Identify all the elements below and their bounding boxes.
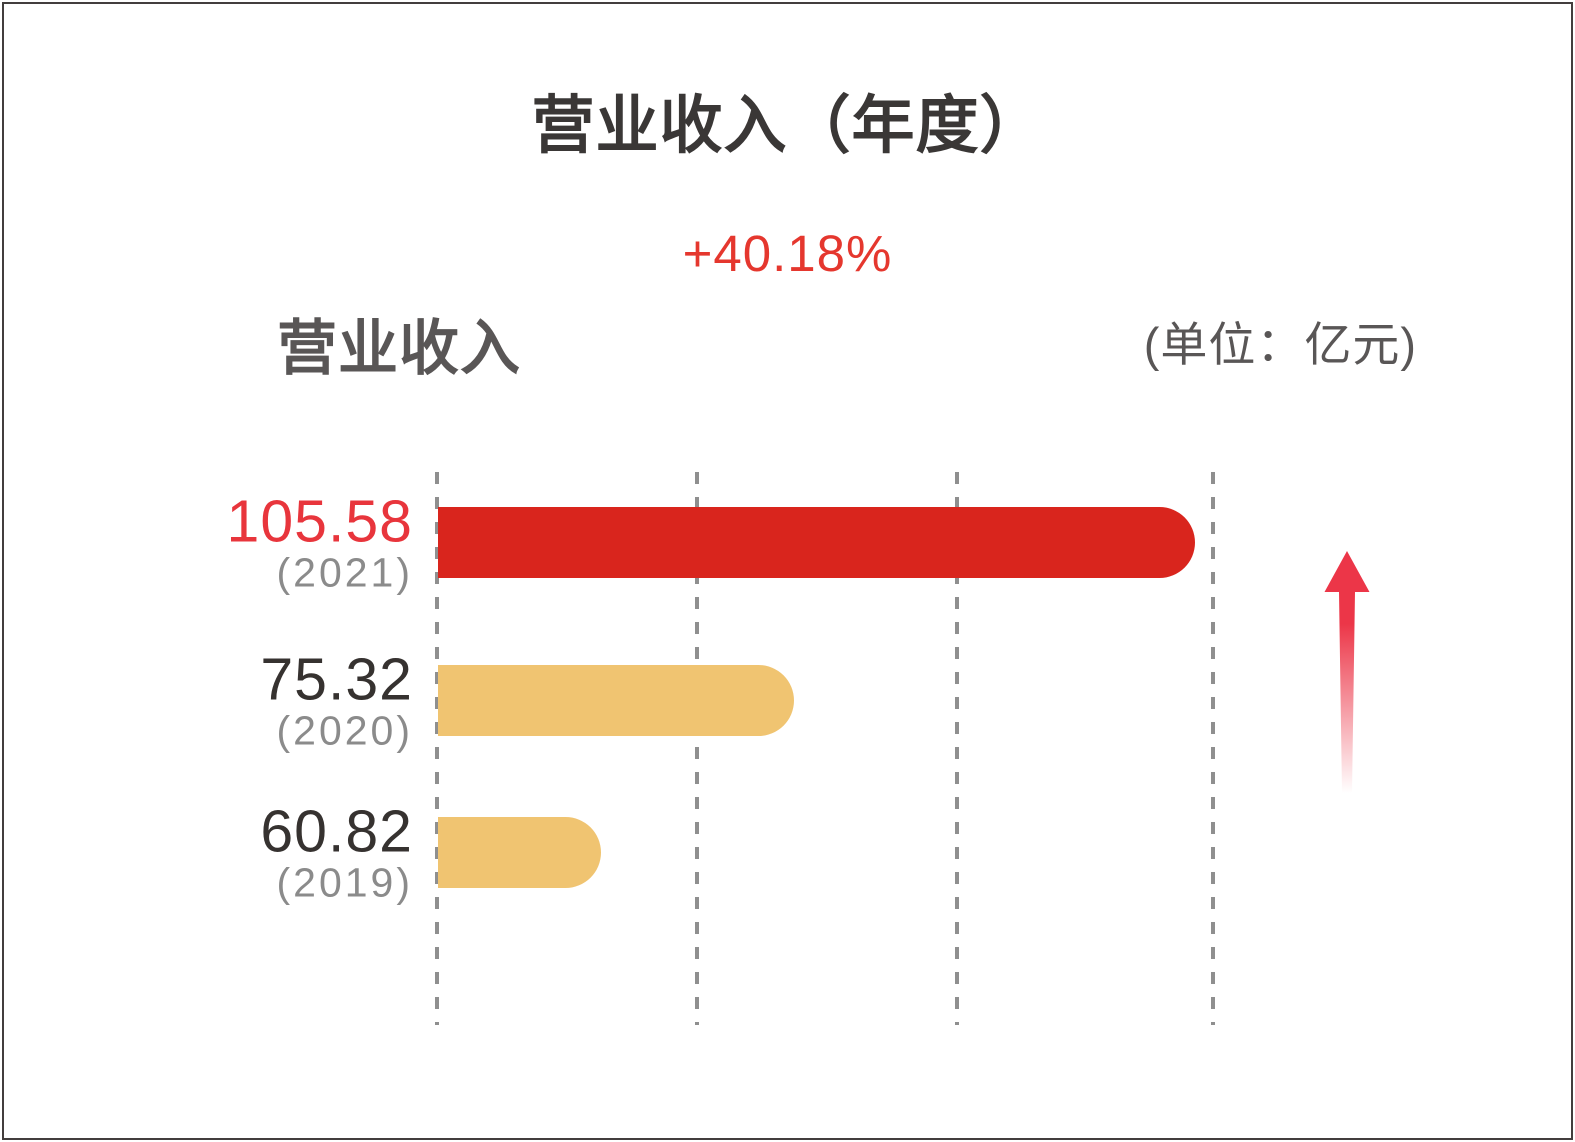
bar-row-2020: 75.32 (2020): [0, 649, 1575, 752]
bar-2021: [438, 507, 1195, 578]
bar-2020: [438, 665, 794, 736]
value-label: 60.82: [260, 797, 413, 864]
bar-label-2020: 75.32 (2020): [0, 649, 413, 752]
value-label: 75.32: [260, 645, 413, 712]
year-label: (2020): [276, 707, 413, 754]
bar-row-2021: 105.58 (2021): [0, 491, 1575, 594]
growth-up-arrow-icon: [1324, 551, 1370, 793]
gridline-4: [1211, 472, 1215, 1025]
bar-2019: [438, 817, 601, 888]
growth-rate: +40.18%: [682, 225, 893, 282]
gridline-3: [955, 472, 959, 1025]
year-label: (2019): [276, 859, 413, 906]
bar-label-2019: 60.82 (2019): [0, 801, 413, 904]
series-label: 营业收入: [277, 315, 521, 382]
gridline-1: [435, 472, 439, 1025]
gridline-2: [695, 472, 699, 1025]
bar-row-2019: 60.82 (2019): [0, 801, 1575, 904]
value-label: 105.58: [226, 487, 413, 554]
bar-label-2021: 105.58 (2021): [0, 491, 413, 594]
year-label: (2021): [276, 549, 413, 596]
unit-label: (单位：亿元): [1143, 318, 1417, 371]
chart-title: 营业收入（年度）: [531, 91, 1044, 161]
